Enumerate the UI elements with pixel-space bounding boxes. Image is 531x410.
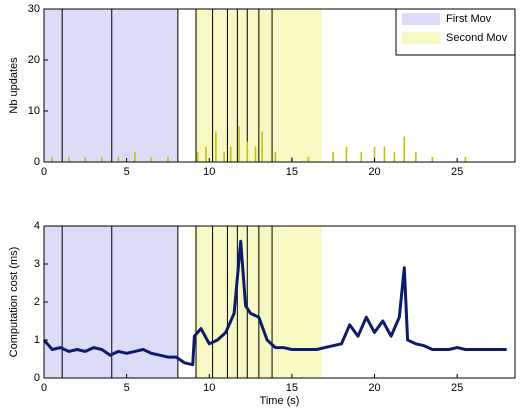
- bar: [67, 156, 70, 162]
- bar: [51, 156, 54, 162]
- bar: [403, 136, 406, 162]
- bar: [383, 146, 386, 162]
- y-tick-label: 10: [28, 105, 40, 117]
- bar: [150, 156, 153, 162]
- y-tick-label: 30: [28, 3, 40, 15]
- bar: [215, 131, 217, 162]
- bar: [167, 156, 169, 162]
- bar: [254, 146, 257, 162]
- bar: [117, 156, 120, 162]
- y-tick-label: 2: [34, 296, 40, 308]
- region: [194, 226, 322, 378]
- bar: [332, 151, 335, 162]
- bar: [196, 151, 199, 162]
- bar: [415, 151, 417, 162]
- x-tick-label: 15: [286, 382, 298, 394]
- x-axis-label: Time (s): [260, 395, 300, 407]
- x-tick-label: 20: [368, 166, 380, 178]
- y-axis-label: Computation cost (ms): [8, 247, 20, 358]
- bar: [205, 146, 207, 162]
- x-tick-label: 0: [41, 166, 47, 178]
- y-tick-label: 20: [28, 54, 40, 66]
- bar: [373, 146, 376, 162]
- bar: [84, 156, 87, 162]
- bar: [345, 146, 348, 162]
- region: [44, 226, 178, 378]
- bar: [274, 151, 277, 162]
- x-tick-label: 15: [286, 166, 298, 178]
- cost-line: [42, 239, 507, 367]
- bar: [238, 126, 240, 162]
- legend-label: First Mov: [446, 13, 492, 25]
- x-tick-label: 5: [124, 382, 130, 394]
- bar: [134, 151, 136, 162]
- bar: [464, 156, 467, 162]
- x-tick-label: 10: [203, 166, 215, 178]
- legend-swatch: [402, 13, 440, 25]
- y-tick-label: 1: [34, 334, 40, 346]
- bar: [307, 156, 310, 162]
- axes-frame: [43, 8, 516, 163]
- y-tick-label: 3: [34, 258, 40, 270]
- x-tick-label: 0: [41, 382, 47, 394]
- bar: [101, 156, 103, 162]
- bar: [246, 141, 249, 162]
- x-tick-label: 10: [203, 382, 215, 394]
- x-tick-label: 25: [451, 166, 463, 178]
- bar: [360, 151, 363, 162]
- y-axis-label: Nb updates: [8, 57, 20, 114]
- bar: [229, 146, 232, 162]
- y-tick-label: 0: [34, 156, 40, 168]
- bar: [261, 131, 263, 162]
- legend-swatch: [402, 32, 440, 44]
- region: [194, 9, 322, 162]
- bar: [223, 151, 225, 162]
- x-tick-label: 25: [451, 382, 463, 394]
- region: [44, 9, 178, 162]
- x-tick-label: 20: [368, 382, 380, 394]
- x-tick-label: 5: [124, 166, 130, 178]
- bar: [393, 151, 396, 162]
- y-tick-label: 4: [34, 220, 40, 232]
- legend-label: Second Mov: [446, 32, 508, 44]
- bar: [431, 156, 434, 162]
- y-tick-label: 0: [34, 372, 40, 384]
